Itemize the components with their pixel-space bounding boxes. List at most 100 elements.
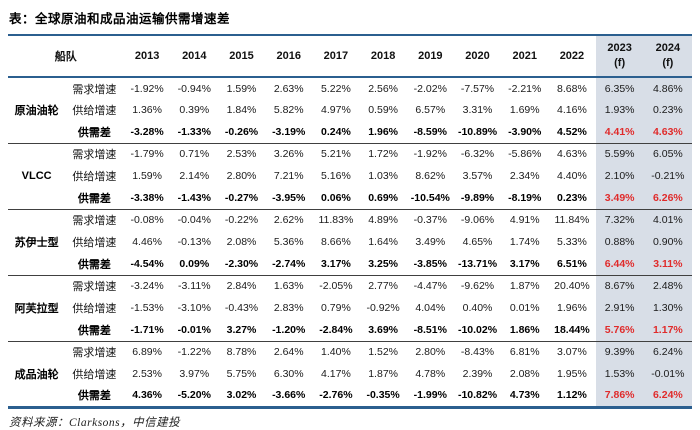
value-cell: -5.86%	[508, 148, 542, 161]
value-cell: 4.78%	[415, 368, 446, 380]
value-cell: 3.07%	[557, 346, 587, 359]
value-cell: -2.30%	[217, 253, 266, 276]
value-cell: 0.79%	[321, 302, 351, 314]
value-cell: 3.17%	[501, 253, 549, 276]
value-cell: 7.86%	[595, 385, 644, 408]
value-cell: -0.08%	[130, 214, 164, 227]
value-cell: -1.20%	[265, 319, 313, 342]
value-cell: 1.30%	[643, 297, 692, 319]
forecast-year-label: 2024	[655, 42, 681, 54]
value-cell: 2.63%	[273, 82, 304, 95]
year-header-2024-forecast: 2024 (f)	[643, 36, 692, 78]
year-header-2019: 2019	[406, 36, 454, 78]
table-row: VLCC 需求增速 -1.79% 0.71% 2.53% 3.26% 5.21% 1.72% -…	[8, 143, 692, 210]
table-row: 供给增速 -1.53% -3.10% -0.43% 2.83% 0.79% -0.92% 4.…	[8, 297, 692, 319]
value-cell: -3.19%	[265, 121, 313, 144]
value-cell: 2.08%	[509, 368, 540, 380]
value-cell: 5.16%	[321, 170, 351, 182]
value-cell: 1.96%	[359, 121, 407, 144]
value-cell: 3.17%	[312, 253, 360, 276]
year-header-2014: 2014	[170, 36, 218, 78]
value-cell: 6.57%	[415, 104, 446, 116]
table-row: 成品油轮 需求增速 6.89% -1.22% 8.78% 2.64% 1.40% 1.52% 2…	[8, 341, 692, 408]
value-cell: -3.95%	[265, 187, 313, 210]
value-cell: 6.35%	[595, 77, 644, 99]
value-cell: -2.76%	[312, 385, 360, 408]
value-cell: 1.87%	[509, 280, 540, 293]
value-cell: -3.66%	[265, 385, 313, 408]
value-cell: -10.02%	[453, 319, 502, 342]
value-cell: 18.44%	[548, 319, 596, 342]
value-cell: -3.10%	[177, 302, 211, 314]
value-cell: -3.28%	[123, 121, 171, 144]
value-cell: 2.10%	[595, 165, 644, 187]
value-cell: 0.40%	[462, 302, 493, 314]
table-row: 供需差 -4.54% 0.09% -2.30% -2.74% 3.17% 3.25% -3.8…	[8, 253, 692, 276]
header-row: 船队 2013 2014 2015 2016 2017 2018 2019 20…	[8, 36, 692, 78]
value-cell: 4.86%	[643, 77, 692, 99]
value-cell: -1.79%	[130, 148, 164, 161]
value-cell: -8.59%	[406, 121, 454, 144]
row-label: 供需差	[65, 187, 124, 210]
value-cell: 1.84%	[226, 104, 257, 116]
table-row: 阿芙拉型 需求增速 -3.24% -3.11% 2.84% 1.63% -2.05% 2.77…	[8, 275, 692, 342]
value-cell: 3.69%	[359, 319, 407, 342]
value-cell: 3.49%	[415, 236, 446, 248]
year-header-2021: 2021	[501, 36, 549, 78]
fleet-group-label: 苏伊士型	[8, 209, 66, 276]
value-cell: 8.78%	[226, 346, 257, 359]
row-label: 供给增速	[72, 105, 117, 117]
value-cell: -0.22%	[224, 214, 259, 227]
row-label: 需求增速	[72, 149, 117, 162]
value-cell: -0.21%	[643, 165, 692, 187]
value-cell: 2.39%	[462, 368, 493, 380]
value-cell: 4.17%	[321, 368, 351, 380]
value-cell: 3.57%	[462, 170, 493, 182]
value-cell: 6.44%	[595, 253, 644, 276]
value-cell: 5.59%	[595, 143, 644, 165]
value-cell: 4.89%	[368, 214, 398, 227]
value-cell: 0.59%	[368, 104, 398, 116]
value-cell: -8.43%	[460, 346, 495, 359]
fleet-group-label: 成品油轮	[8, 341, 66, 408]
value-cell: -0.94%	[177, 82, 211, 95]
value-cell: -1.33%	[170, 121, 218, 144]
value-cell: -0.35%	[359, 385, 407, 408]
value-cell: -2.21%	[508, 82, 542, 95]
value-cell: 1.53%	[595, 363, 644, 385]
row-label: 供需差	[65, 253, 124, 276]
value-cell: 1.17%	[643, 319, 692, 342]
row-label: 需求增速	[72, 281, 117, 294]
forecast-flag-label: (f)	[662, 57, 674, 69]
value-cell: 7.32%	[595, 209, 644, 231]
value-cell: -2.84%	[312, 319, 360, 342]
value-cell: 3.27%	[217, 319, 266, 342]
value-cell: -5.20%	[170, 385, 218, 408]
value-cell: 2.84%	[226, 280, 257, 293]
value-cell: 0.09%	[170, 253, 218, 276]
value-cell: 3.97%	[179, 368, 210, 380]
value-cell: 4.36%	[123, 385, 171, 408]
value-cell: 6.89%	[132, 346, 162, 359]
value-cell: 2.14%	[179, 170, 210, 182]
row-label: 供给增速	[72, 237, 117, 249]
value-cell: 9.39%	[595, 341, 644, 363]
value-cell: -1.53%	[130, 302, 164, 314]
value-cell: -4.54%	[123, 253, 171, 276]
forecast-year-label: 2023	[607, 42, 632, 54]
row-label: 需求增速	[72, 347, 117, 360]
value-cell: 4.41%	[595, 121, 644, 144]
value-cell: 2.64%	[273, 346, 304, 359]
value-cell: 1.52%	[368, 346, 398, 359]
value-cell: 2.53%	[132, 368, 162, 380]
value-cell: 1.95%	[557, 368, 587, 380]
value-cell: 2.77%	[368, 280, 398, 293]
value-cell: 1.96%	[557, 302, 587, 314]
value-cell: -9.62%	[460, 280, 495, 293]
value-cell: -2.05%	[319, 280, 353, 293]
value-cell: 2.08%	[226, 236, 257, 248]
row-label: 供需差	[65, 319, 124, 342]
value-cell: -9.89%	[453, 187, 502, 210]
value-cell: 2.91%	[595, 297, 644, 319]
table-row: 苏伊士型 需求增速 -0.08% -0.04% -0.22% 2.62% 11.83% 4.8…	[8, 209, 692, 276]
